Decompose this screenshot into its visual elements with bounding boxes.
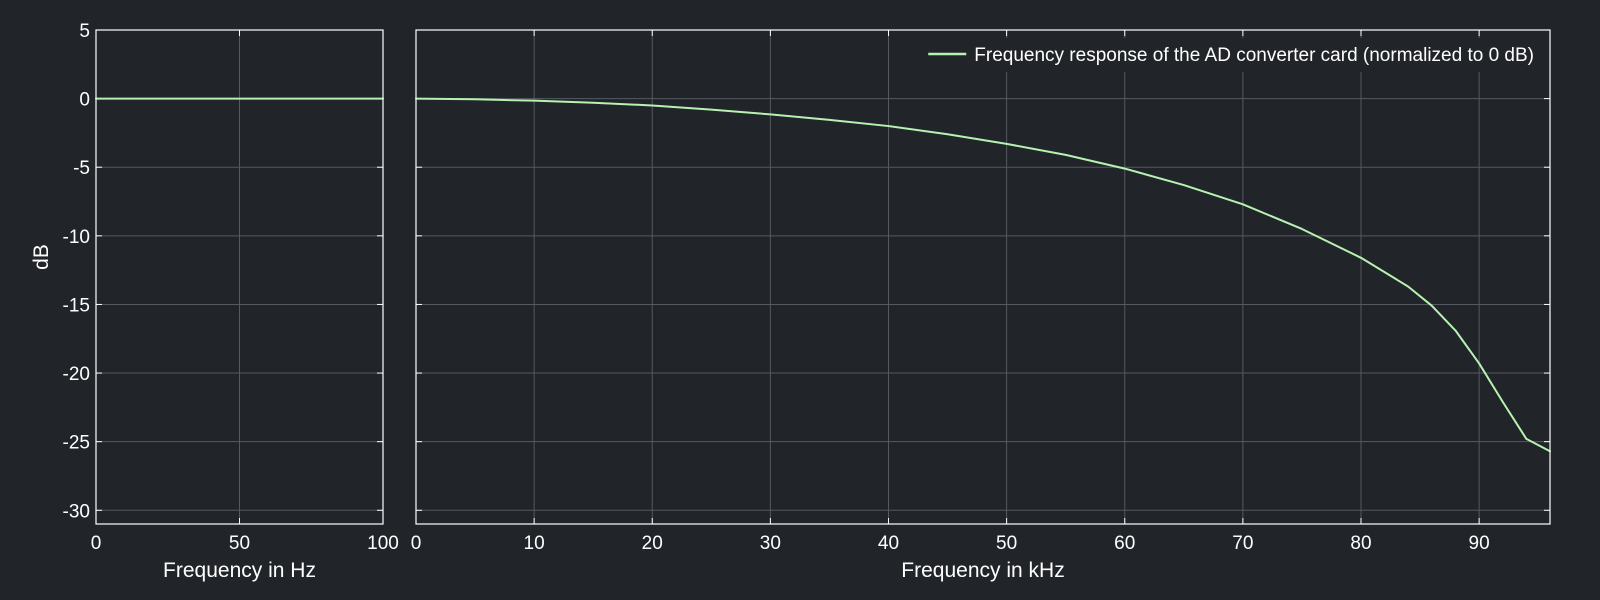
axes-box [95,29,384,525]
y-tick-label: -10 [63,227,90,248]
x-tick-label: 0 [91,533,102,554]
y-axis-title: dB [30,244,53,270]
y-tick-label: -30 [63,501,90,522]
y-tick-label: 0 [79,90,90,111]
x-tick-label: 80 [1350,533,1371,554]
x-tick-label: 60 [1114,533,1135,554]
x-tick-label: 30 [760,533,781,554]
x-tick-label: 70 [1232,533,1253,554]
y-tick-label: -25 [63,433,90,454]
plot-panel-2: Frequency response of the AD converter c… [411,29,1551,582]
x-tick-label: 10 [524,533,545,554]
x-tick-label: 0 [411,533,422,554]
x-tick-label: 50 [996,533,1017,554]
axes-box [415,29,1551,525]
x-tick-label: 50 [229,533,250,554]
x-tick-label: 40 [878,533,899,554]
x-axis-title: Frequency in kHz [901,559,1064,582]
series-line [415,97,1551,453]
y-tick-label: -5 [73,158,90,179]
x-tick-label: 90 [1469,533,1490,554]
y-tick-label: -15 [63,295,90,316]
y-tick-label: -20 [63,364,90,385]
x-axis-title: Frequency in Hz [163,559,316,582]
x-tick-label: 100 [367,533,399,554]
x-tick-label: 20 [642,533,663,554]
legend-label: Frequency response of the AD converter c… [974,45,1534,66]
y-tick-label: 5 [79,21,90,42]
legend-box [918,38,1544,72]
legend: Frequency response of the AD converter c… [918,38,1544,72]
